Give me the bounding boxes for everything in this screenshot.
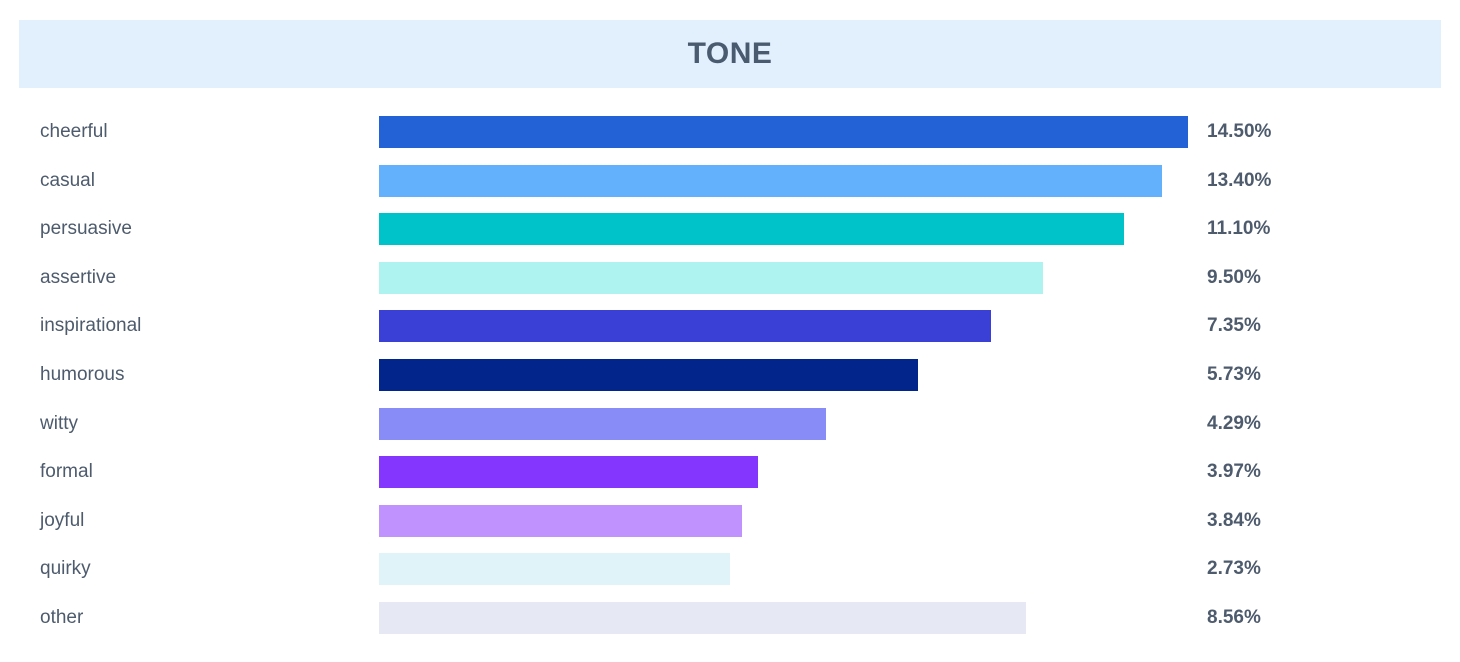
value-label: 3.84% [1207,509,1261,531]
category-label: humorous [40,364,125,385]
value-label: 9.50% [1207,266,1261,288]
bar-persuasive [379,213,1124,246]
category-label: persuasive [40,218,132,240]
chart-title: TONE [687,37,773,70]
bar-row-humorous: humorous 5.73% [0,359,1460,391]
bar-other [379,602,1027,634]
bar-humorous [379,359,918,391]
category-label: quirky [40,558,91,580]
value-label: 13.40% [1207,169,1272,191]
category-label: inspirational [40,315,142,337]
value-label: 11.10% [1207,218,1271,240]
bar-row-formal: formal 3.97% [0,456,1460,489]
value-label: 2.73% [1207,558,1261,580]
category-label: assertive [40,266,117,288]
value-label: 4.29% [1207,412,1261,434]
category-label: formal [40,461,93,483]
bar-row-quirky: quirky 2.73% [0,553,1460,586]
category-label: other [40,607,84,628]
bar-inspirational [379,310,992,343]
bar-formal [379,456,758,489]
value-label: 3.97% [1207,461,1261,483]
bar-row-joyful: joyful 3.84% [0,504,1460,537]
chart-title-banner: TONE [19,20,1441,88]
bar-assertive [379,261,1044,294]
bar-row-other: other 8.56% [0,602,1460,634]
category-label: witty [40,412,78,434]
bar-quirky [379,553,730,586]
category-label: joyful [40,509,85,531]
category-label: cheerful [40,121,108,142]
value-label: 8.56% [1207,607,1261,628]
value-label: 14.50% [1207,121,1272,142]
bar-row-inspirational: inspirational 7.35% [0,310,1460,343]
bar-cheerful [379,116,1188,148]
bar-row-witty: witty 4.29% [0,407,1460,440]
bar-row-cheerful: cheerful 14.50% [0,116,1460,148]
category-label: casual [40,169,95,191]
value-label: 7.35% [1207,315,1261,337]
value-label: 5.73% [1207,364,1261,385]
bar-witty [379,407,827,440]
bar-row-persuasive: persuasive 11.10% [0,213,1460,246]
bar-joyful [379,504,742,537]
bar-row-casual: casual 13.40% [0,164,1460,197]
bar-casual [379,164,1162,197]
bar-row-assertive: assertive 9.50% [0,261,1460,294]
